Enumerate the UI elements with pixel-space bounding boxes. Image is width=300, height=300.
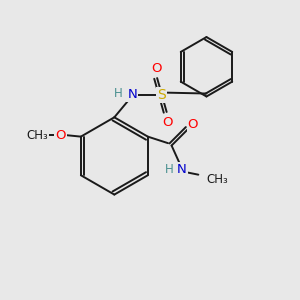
Text: O: O (188, 118, 198, 130)
Text: H: H (165, 163, 174, 176)
Text: N: N (127, 88, 137, 101)
Text: H: H (114, 87, 123, 100)
Text: CH₃: CH₃ (206, 173, 228, 186)
Text: O: O (163, 116, 173, 129)
Text: S: S (158, 88, 166, 102)
Text: O: O (56, 129, 66, 142)
Text: N: N (177, 164, 187, 176)
Text: CH₃: CH₃ (26, 129, 48, 142)
Text: O: O (151, 62, 162, 75)
